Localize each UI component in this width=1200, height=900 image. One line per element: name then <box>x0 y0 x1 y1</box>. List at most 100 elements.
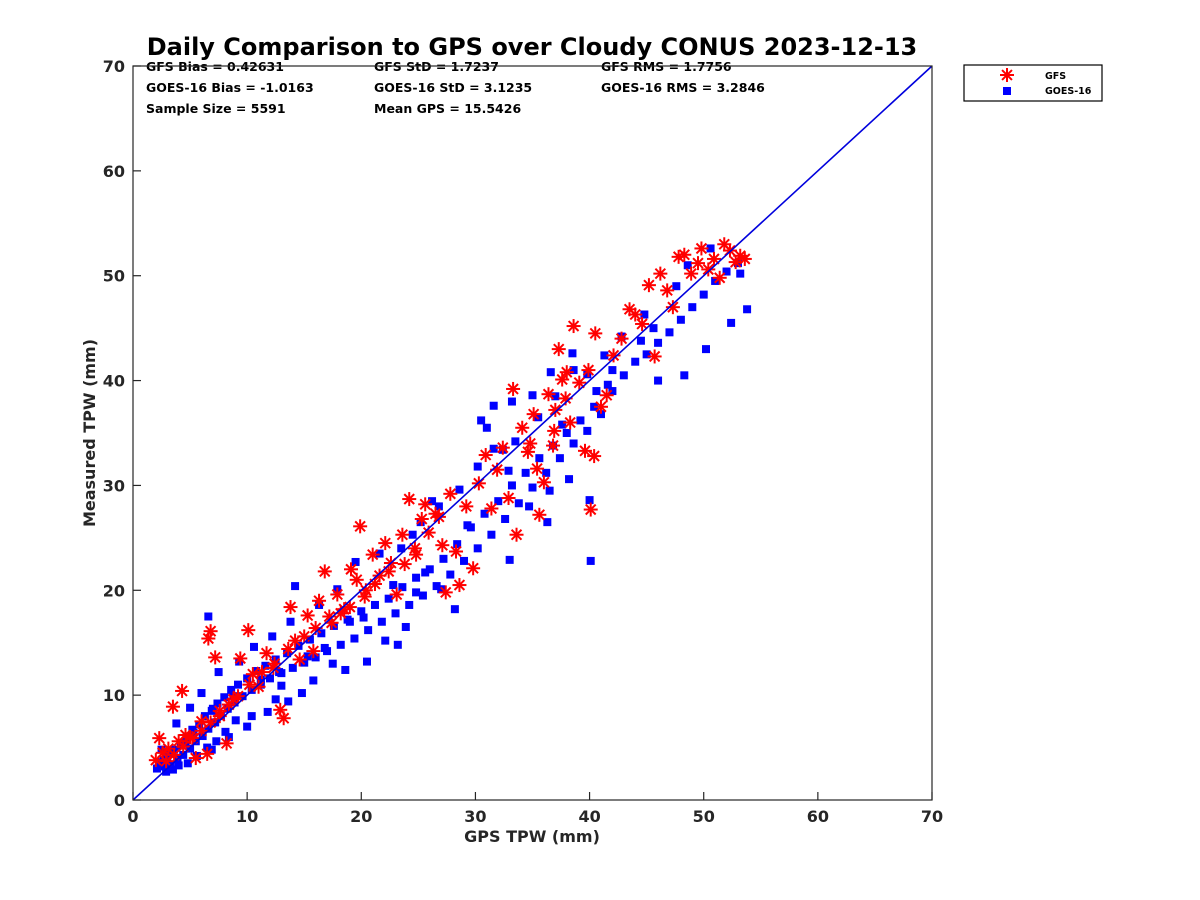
gfs-point <box>152 731 167 746</box>
goes16-point <box>425 565 434 574</box>
gfs-point <box>509 527 524 542</box>
goes16-point <box>455 485 464 494</box>
goes16-point <box>545 486 554 495</box>
gfs-point <box>583 502 598 517</box>
gfs-point <box>530 461 545 476</box>
goes16-point <box>473 462 482 471</box>
goes16-point <box>501 514 510 523</box>
goes16-point <box>351 557 360 566</box>
goes16-point <box>152 764 161 773</box>
goes16-point <box>528 483 537 492</box>
goes16-point <box>261 661 270 670</box>
goes16-point <box>370 600 379 609</box>
gfs-point <box>312 593 327 608</box>
gfs-point <box>418 497 433 512</box>
gfs-point <box>438 585 453 600</box>
gfs-point <box>233 651 248 666</box>
goes16-point <box>416 518 425 527</box>
goes16-point <box>300 658 309 667</box>
gfs-point <box>306 644 321 659</box>
goes16-point <box>505 555 514 564</box>
goes16-point <box>504 466 513 475</box>
goes16-point <box>743 305 752 314</box>
y-tick-label: 20 <box>103 581 125 600</box>
gfs-point <box>254 665 269 680</box>
goes16-point <box>357 607 366 616</box>
goes16-point <box>320 643 329 652</box>
goes16-point <box>680 371 689 380</box>
gfs-point <box>365 547 380 562</box>
gfs-point <box>532 507 547 522</box>
goes16-point <box>619 371 628 380</box>
goes16-point <box>665 328 674 337</box>
gfs-point <box>242 677 257 692</box>
gfs-point <box>159 754 174 769</box>
goes16-point <box>676 315 685 324</box>
gfs-point <box>628 307 643 322</box>
goes16-point <box>359 613 368 622</box>
gfs-point <box>378 536 393 551</box>
goes16-point <box>221 727 230 736</box>
gfs-point <box>276 711 291 726</box>
gfs-point <box>330 587 345 602</box>
goes16-point <box>439 554 448 563</box>
goes16-point <box>482 423 491 432</box>
goes16-point <box>405 600 414 609</box>
goes16-point <box>208 704 217 713</box>
goes16-point <box>507 481 516 490</box>
x-tick-label: 40 <box>578 807 600 826</box>
goes16-point <box>214 668 223 677</box>
goes16-point <box>391 609 400 618</box>
goes16-point <box>736 269 745 278</box>
goes16-point <box>162 767 171 776</box>
goes16-point <box>271 695 280 704</box>
goes16-point <box>507 397 516 406</box>
gfs-point <box>737 251 752 266</box>
goes16-point <box>480 509 489 518</box>
gfs-point <box>395 527 410 542</box>
gfs-point <box>694 241 709 256</box>
goes16-point <box>212 737 221 746</box>
goes16-point <box>384 594 393 603</box>
gfs-point <box>559 365 574 380</box>
goes16-point <box>168 765 177 774</box>
goes16-point <box>223 704 232 713</box>
goes16-point <box>583 426 592 435</box>
goes16-point <box>401 622 410 631</box>
gfs-point <box>691 256 706 271</box>
gfs-point <box>297 629 312 644</box>
gfs-point <box>588 326 603 341</box>
goes16-point <box>204 612 213 621</box>
goes16-point <box>174 761 183 770</box>
gfs-point <box>208 650 223 665</box>
goes16-point <box>350 634 359 643</box>
goes16-point <box>165 749 174 758</box>
goes16-point <box>256 675 265 684</box>
goes16-point <box>477 416 486 425</box>
goes16-point <box>432 582 441 591</box>
gfs-point <box>706 251 721 266</box>
y-tick-label: 40 <box>103 372 125 391</box>
goes16-point <box>200 712 209 721</box>
y-axis-label: Measured TPW (mm) <box>80 339 99 527</box>
gfs-point <box>614 331 629 346</box>
stats-block: GFS Bias = 0.42631 GFS StD = 1.7237 GFS RM… <box>146 59 765 116</box>
goes16-point <box>450 605 459 614</box>
gfs-point <box>267 656 282 671</box>
gfs-point <box>201 631 216 646</box>
gfs-point <box>536 475 551 490</box>
goes16-point <box>434 502 443 511</box>
y-axis: 0 10 20 30 40 50 60 70 <box>103 57 141 810</box>
goes16-point <box>303 652 312 661</box>
gfs-point <box>677 247 692 262</box>
goes16-point <box>706 244 715 253</box>
goes16-point <box>521 468 530 477</box>
goes16-point <box>235 657 244 666</box>
x-axis-label: GPS TPW (mm) <box>464 827 600 846</box>
goes16-point <box>701 345 710 354</box>
gfs-point <box>251 679 266 694</box>
gfs-series <box>148 237 752 769</box>
goes16-point <box>213 699 222 708</box>
goes16-point <box>263 707 272 716</box>
y-tick-label: 30 <box>103 476 125 495</box>
